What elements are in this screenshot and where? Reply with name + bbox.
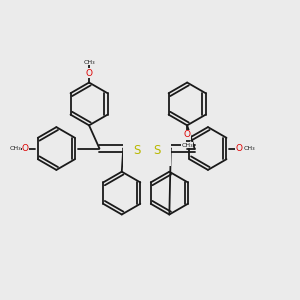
Text: CH₃: CH₃: [9, 146, 21, 151]
Text: O: O: [236, 144, 242, 153]
Text: CH₃: CH₃: [83, 60, 95, 65]
Text: S: S: [133, 143, 140, 157]
Text: CH₃: CH₃: [181, 143, 193, 148]
Text: S: S: [154, 143, 161, 157]
Text: CH₃: CH₃: [244, 146, 255, 151]
Text: O: O: [184, 130, 191, 139]
Text: O: O: [22, 144, 29, 153]
Text: O: O: [85, 68, 93, 77]
